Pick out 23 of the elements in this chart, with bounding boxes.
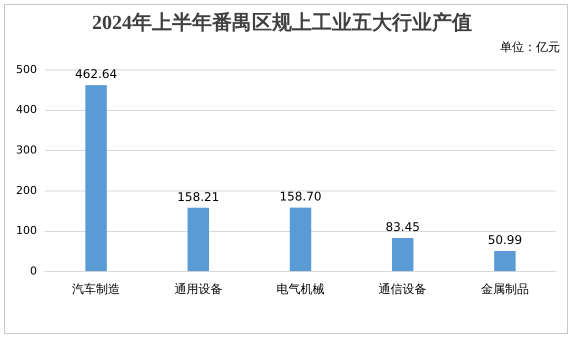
data-label: 158.21: [177, 190, 220, 204]
y-tick-label: 500: [16, 62, 37, 76]
bar: [85, 85, 107, 272]
y-tick-label: 100: [16, 224, 37, 238]
y-tick-label: 0: [30, 264, 37, 278]
data-label: 50.99: [488, 233, 522, 248]
bar: [392, 238, 414, 272]
x-tick-label: 电气机械: [276, 282, 324, 296]
y-tick-label: 300: [16, 144, 37, 156]
x-tick-label: 金属制品: [480, 282, 529, 296]
data-label: 83.45: [386, 220, 420, 234]
data-label: 462.64: [75, 67, 118, 82]
text: 单位：亿元: [500, 40, 560, 54]
bar: [494, 251, 516, 272]
bar: [290, 208, 312, 272]
chart-title: 2024年上半年番禺区规上工业五大行业产值: [92, 11, 472, 34]
data-label: 158.70: [280, 190, 322, 204]
y-tick-label: 400: [16, 103, 37, 116]
bar: [188, 208, 210, 272]
x-tick-label: 通用设备: [174, 282, 222, 296]
y-tick-label: 200: [16, 184, 37, 197]
x-tick-label: 汽车制造: [72, 282, 120, 296]
x-tick-label: 通信设备: [378, 282, 427, 296]
